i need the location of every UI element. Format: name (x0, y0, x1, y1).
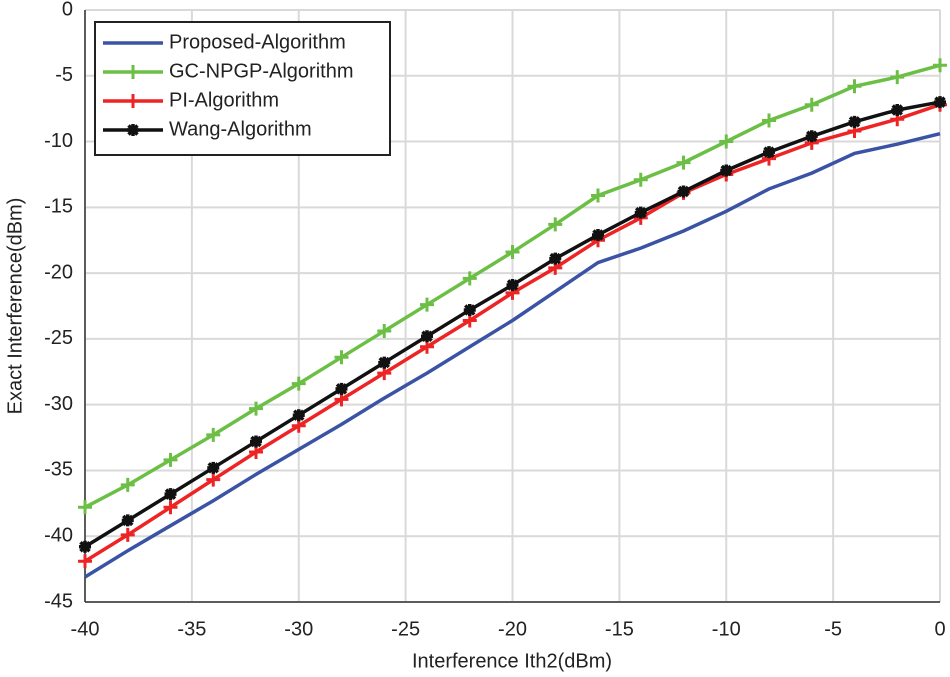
marker (163, 500, 178, 515)
legend-label: GC-NPGP-Algorithm (169, 60, 353, 82)
marker (420, 297, 434, 312)
marker (591, 188, 605, 203)
marker (933, 58, 947, 73)
marker (890, 70, 905, 85)
x-tick-label: -20 (498, 618, 527, 640)
marker (120, 527, 135, 542)
marker (462, 271, 477, 286)
marker (677, 185, 690, 198)
marker (206, 427, 221, 442)
marker (206, 472, 221, 487)
y-tick-label: -45 (44, 590, 73, 612)
marker (78, 500, 92, 515)
x-tick-label: -35 (177, 618, 206, 640)
marker (592, 228, 604, 241)
marker (805, 130, 818, 143)
marker (120, 477, 135, 492)
x-tick-label: -10 (712, 618, 741, 640)
marker (762, 113, 776, 128)
marker (79, 540, 91, 553)
marker (164, 488, 177, 501)
marker (127, 124, 139, 136)
marker (633, 172, 648, 187)
marker (804, 97, 819, 112)
x-tick-label: -40 (71, 618, 100, 640)
y-tick-label: -35 (44, 459, 73, 481)
y-tick-label: -5 (55, 64, 73, 86)
marker (207, 461, 220, 474)
legend-label: PI-Algorithm (169, 89, 279, 111)
marker (848, 115, 861, 128)
marker (676, 155, 691, 170)
x-tick-label: -15 (605, 618, 634, 640)
x-axis-label: Interference Ith2(dBm) (412, 650, 612, 672)
marker (720, 164, 733, 177)
marker (335, 382, 348, 395)
marker (421, 330, 433, 343)
marker (334, 350, 349, 365)
x-tick-label: -30 (284, 618, 313, 640)
marker (891, 103, 904, 116)
y-tick-label: -20 (44, 261, 73, 283)
y-tick-label: -10 (44, 130, 73, 152)
series-line (84, 131, 941, 579)
legend-label: Wang-Algorithm (169, 118, 312, 140)
marker (126, 65, 140, 79)
x-tick-label: -5 (824, 618, 842, 640)
marker (463, 303, 476, 316)
marker (292, 409, 305, 422)
marker (78, 554, 92, 569)
marker (291, 376, 306, 391)
marker (378, 356, 391, 369)
marker (634, 206, 647, 219)
y-tick-label: -40 (44, 525, 73, 547)
marker (506, 278, 519, 291)
marker (126, 94, 140, 108)
y-tick-label: 0 (62, 0, 73, 20)
marker (549, 252, 562, 265)
marker (719, 134, 734, 149)
y-axis-label: Exact Interference(dBm) (4, 198, 26, 415)
y-tick-label: -25 (44, 327, 73, 349)
y-tick-label: -15 (44, 196, 73, 218)
x-tick-label: -25 (391, 618, 420, 640)
marker (250, 435, 262, 448)
x-tick-label: 0 (934, 618, 945, 640)
y-tick-label: -30 (44, 393, 73, 415)
marker (934, 96, 946, 109)
marker (121, 514, 134, 527)
marker (249, 401, 263, 416)
marker (763, 146, 775, 159)
marker (847, 79, 862, 94)
marker (377, 323, 392, 338)
marker (548, 217, 563, 232)
marker (163, 452, 178, 467)
marker (505, 245, 520, 260)
legend-label: Proposed-Algorithm (169, 31, 346, 53)
